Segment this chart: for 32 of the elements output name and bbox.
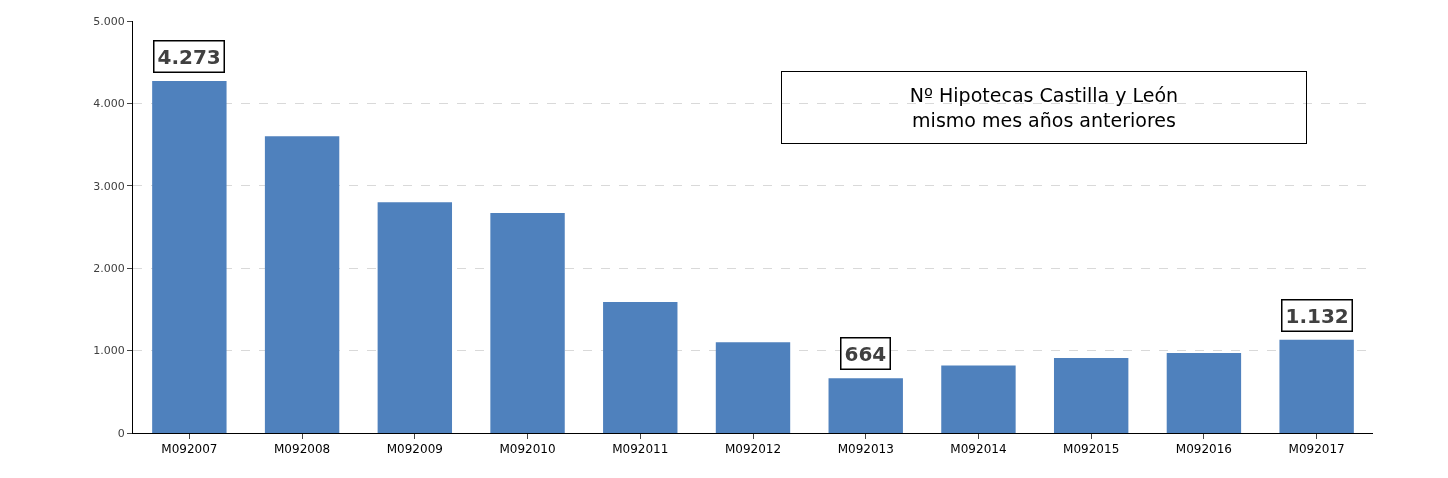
bar (1166, 353, 1242, 433)
x-tick-label: M092012 (724, 442, 782, 457)
bar (1279, 339, 1354, 433)
y-tick-label: 0 (117, 426, 125, 440)
x-tick-label: M092009 (386, 442, 443, 457)
bar (603, 301, 678, 433)
bar (490, 212, 565, 433)
data-label: 4.273 (157, 44, 221, 69)
x-tick-label: M092008 (274, 442, 331, 457)
bar (264, 136, 340, 433)
x-tick-label: M092016 (1175, 442, 1232, 457)
x-tick-label: M092007 (161, 442, 218, 457)
bar (715, 342, 791, 433)
y-tick-label: 2.000 (93, 262, 125, 276)
y-tick-label: 3.000 (93, 179, 125, 193)
x-tick-label: M092017 (1288, 442, 1345, 457)
x-tick-label: M092011 (612, 442, 669, 457)
bar (377, 202, 453, 433)
x-tick-label: M092010 (499, 442, 556, 457)
bar (1053, 358, 1129, 433)
x-tick-label: M092013 (837, 442, 894, 457)
bar (828, 378, 903, 433)
bar (941, 365, 1016, 433)
y-tick-label: 1.000 (93, 344, 125, 358)
x-tick-label: M092015 (1063, 442, 1120, 457)
y-tick-label: 5.000 (93, 14, 125, 28)
bar (152, 80, 227, 433)
data-label: 664 (844, 341, 887, 366)
y-tick-label: 4.000 (93, 97, 125, 111)
data-label: 1.132 (1285, 303, 1349, 328)
x-tick-label: M092014 (950, 442, 1007, 457)
text: Nº Hipotecas Castilla y León mismo mes años anteriores (909, 84, 1179, 131)
